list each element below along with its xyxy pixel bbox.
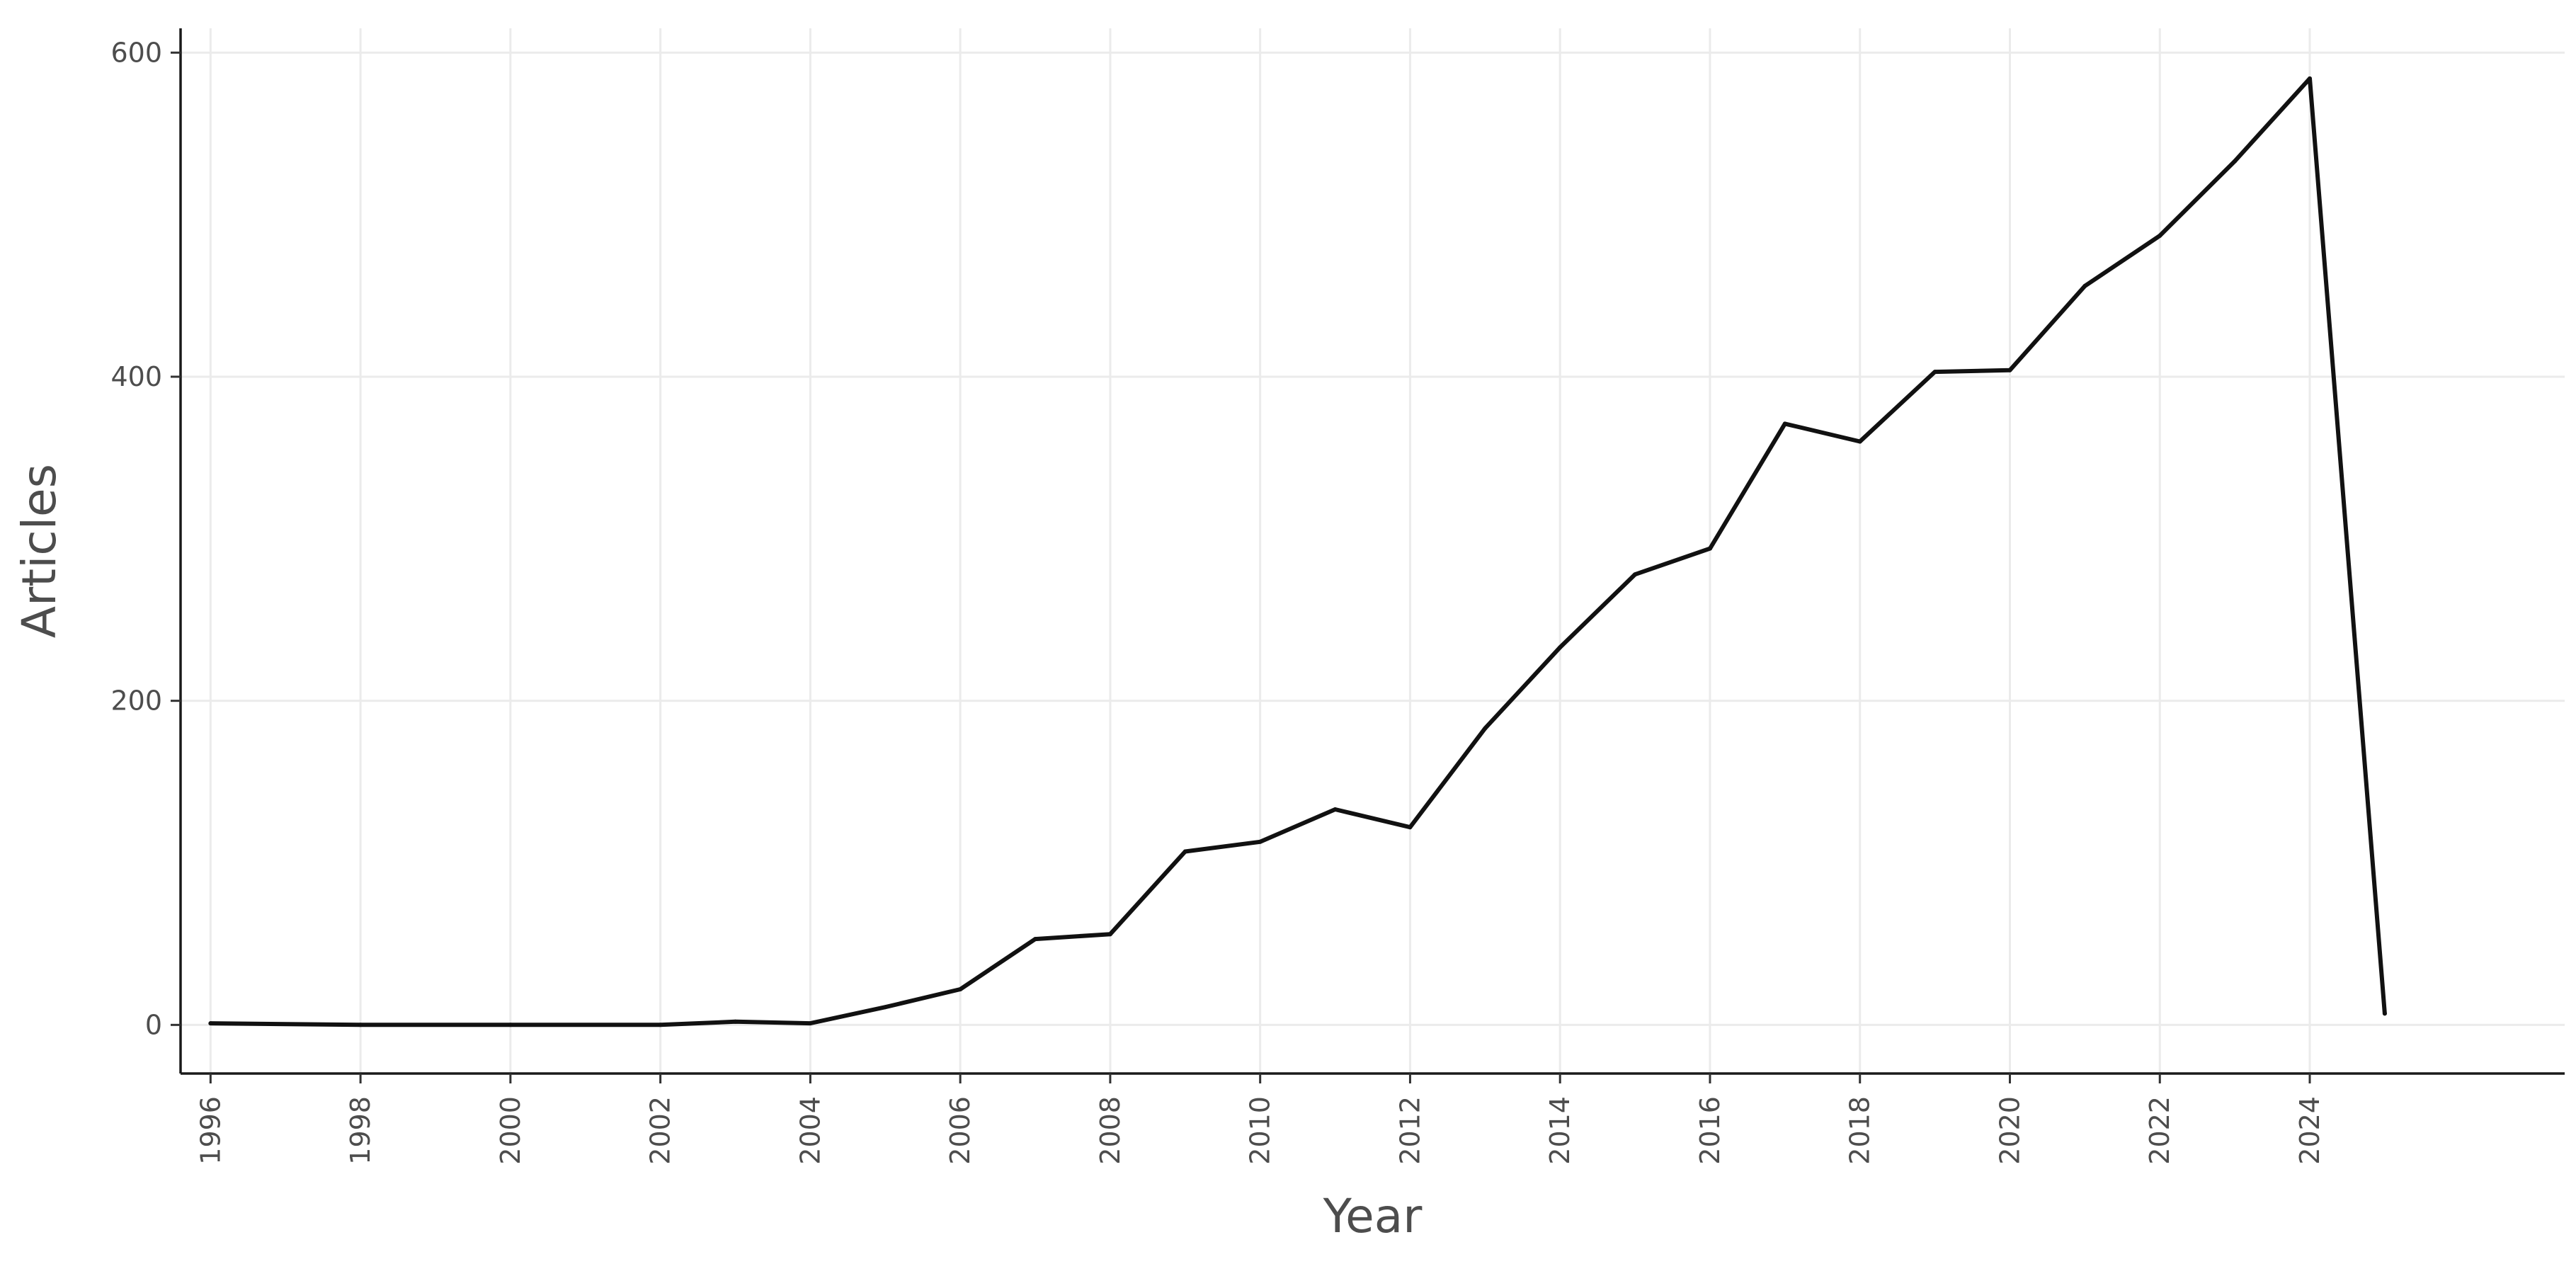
x-tick-label-2000: 2000 xyxy=(495,1096,526,1165)
data-point-2017 xyxy=(1782,421,1787,426)
data-point-2022 xyxy=(2158,233,2162,238)
data-point-2020 xyxy=(2007,368,2012,372)
data-point-2003 xyxy=(733,1019,738,1024)
data-point-2004 xyxy=(808,1021,813,1026)
data-point-2025 xyxy=(2382,1011,2387,1016)
data-point-2019 xyxy=(1932,370,1937,375)
x-axis-ticks: 1996 1998 2000 2002 2004 2006 2008 2010 2012 2014… xyxy=(195,1074,2325,1165)
data-point-2000 xyxy=(508,1023,513,1027)
data-point-2014 xyxy=(1558,645,1563,650)
data-point-2010 xyxy=(1258,839,1263,844)
x-tick-label-2012: 2012 xyxy=(1394,1096,1425,1165)
articles-series xyxy=(208,76,2387,1027)
x-tick-label-2016: 2016 xyxy=(1694,1096,1726,1165)
articles-line xyxy=(208,76,2387,1027)
data-point-2015 xyxy=(1633,572,1638,577)
x-tick-label-2006: 2006 xyxy=(945,1096,976,1165)
y-axis-title: Articles xyxy=(12,464,67,638)
data-point-2002 xyxy=(658,1023,663,1027)
y-axis-ticks: 0 200 400 600 xyxy=(110,37,181,1040)
y-tick-label-200: 200 xyxy=(110,685,162,717)
data-point-1996 xyxy=(208,1021,213,1026)
data-point-2016 xyxy=(1708,546,1712,551)
data-point-2008 xyxy=(1107,932,1112,937)
y-tick-label-400: 400 xyxy=(110,361,162,392)
x-tick-label-2018: 2018 xyxy=(1845,1096,1876,1165)
data-point-2011 xyxy=(1333,807,1338,812)
data-point-2021 xyxy=(2082,283,2087,288)
y-tick-label-600: 600 xyxy=(110,37,162,68)
x-tick-label-2022: 2022 xyxy=(2144,1096,2175,1165)
x-tick-label-2010: 2010 xyxy=(1245,1096,1276,1165)
data-point-1998 xyxy=(358,1023,363,1027)
x-tick-label-2014: 2014 xyxy=(1544,1096,1575,1165)
horizontal-gridlines xyxy=(181,51,2565,1026)
x-tick-label-2008: 2008 xyxy=(1095,1096,1126,1165)
x-tick-label-1996: 1996 xyxy=(195,1096,226,1165)
data-point-2006 xyxy=(958,987,963,991)
x-axis-title: Year xyxy=(1323,1189,1423,1243)
data-point-2007 xyxy=(1033,937,1037,942)
x-tick-label-2024: 2024 xyxy=(2294,1096,2325,1165)
x-tick-label-2020: 2020 xyxy=(1994,1096,2025,1165)
vertical-gridlines xyxy=(209,28,2311,1074)
x-tick-label-1998: 1998 xyxy=(345,1096,376,1165)
y-tick-label-0: 0 xyxy=(145,1009,162,1040)
data-point-2013 xyxy=(1483,726,1488,731)
data-point-2009 xyxy=(1182,849,1187,854)
data-point-2023 xyxy=(2233,159,2238,164)
data-point-2012 xyxy=(1408,825,1413,830)
data-point-2024 xyxy=(2308,76,2312,81)
data-point-2018 xyxy=(1857,439,1862,444)
x-tick-label-2002: 2002 xyxy=(645,1096,676,1165)
data-point-2005 xyxy=(883,1005,888,1010)
x-tick-label-2004: 2004 xyxy=(794,1096,826,1165)
